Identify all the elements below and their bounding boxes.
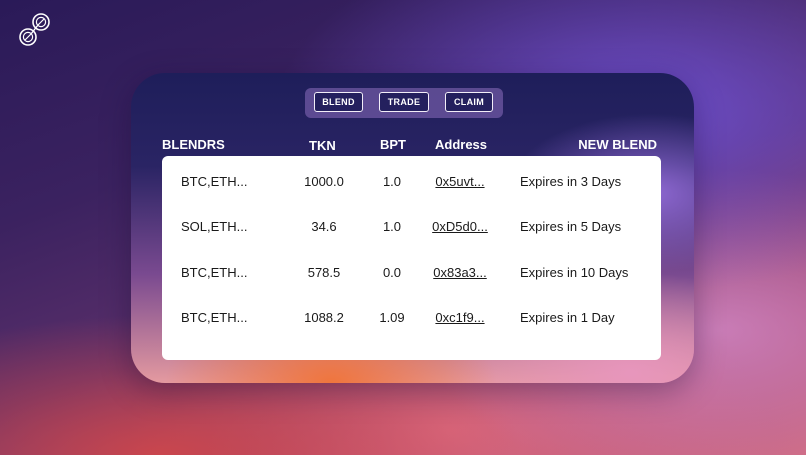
- pair-cell: BTC,ETH...: [181, 174, 248, 189]
- tkn-cell: 1088.2: [304, 310, 344, 325]
- expiry-cell: Expires in 10 Days: [520, 265, 629, 280]
- tkn-cell: 34.6: [311, 219, 337, 234]
- table-row: BTC,ETH... 578.5 0.0 0x83a3... Expires i…: [162, 258, 661, 288]
- pair-cell: SOL,ETH...: [181, 219, 248, 234]
- table-row: SOL,ETH... 34.6 1.0 0xD5d0... Expires in…: [162, 212, 661, 242]
- column-header-bpt: BPT: [380, 137, 406, 152]
- tkn-cell: 578.5: [307, 265, 341, 280]
- tab-claim[interactable]: CLAIM: [445, 92, 493, 112]
- expiry-cell: Expires in 1 Day: [520, 310, 615, 325]
- pair-cell: BTC,ETH...: [181, 265, 248, 280]
- column-header-tkn: TKN: [309, 138, 336, 153]
- column-header-address: Address: [435, 137, 488, 152]
- tab-bar: BLEND TRADE CLAIM: [305, 88, 503, 118]
- expiry-cell: Expires in 5 Days: [520, 219, 622, 234]
- table-row: BTC,ETH... 1088.2 1.09 0xc1f9... Expires…: [162, 303, 661, 333]
- pair-cell: BTC,ETH...: [181, 310, 248, 325]
- column-header-blendrs: BLENDRS: [162, 137, 225, 152]
- bpt-cell: 1.0: [382, 174, 402, 189]
- address-link[interactable]: 0xc1f9...: [435, 310, 485, 325]
- blend-table: BTC,ETH... 1000.0 1.0 0x5uvt... Expires …: [162, 156, 661, 360]
- bpt-cell: 1.09: [379, 310, 405, 325]
- expiry-cell: Expires in 3 Days: [520, 174, 622, 189]
- address-link[interactable]: 0xD5d0...: [432, 219, 488, 234]
- address-link[interactable]: 0x5uvt...: [435, 174, 485, 189]
- blend-card: BLEND TRADE CLAIM BLENDRS TKN BPT Addres…: [131, 73, 694, 383]
- bpt-cell: 1.0: [382, 219, 402, 234]
- tkn-cell: 1000.0: [304, 174, 344, 189]
- new-blend-button[interactable]: NEW BLEND: [578, 137, 657, 152]
- link-rings-icon: [16, 12, 54, 50]
- bpt-cell: 0.0: [382, 265, 402, 280]
- tab-blend[interactable]: BLEND: [314, 92, 363, 112]
- tab-trade[interactable]: TRADE: [379, 92, 429, 112]
- table-row: BTC,ETH... 1000.0 1.0 0x5uvt... Expires …: [162, 167, 661, 197]
- address-link[interactable]: 0x83a3...: [433, 265, 487, 280]
